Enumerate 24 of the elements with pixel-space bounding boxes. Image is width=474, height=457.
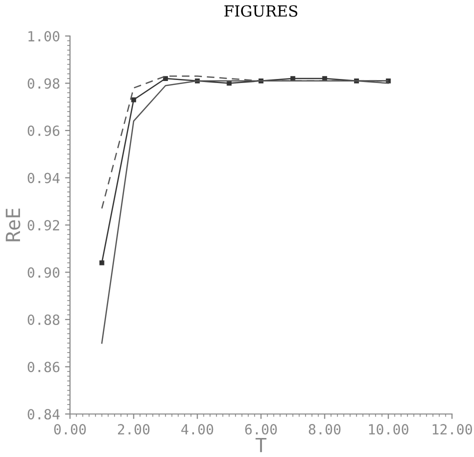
y-tick-label: 0.92 (28, 220, 60, 231)
y-tick-label: 0.96 (28, 126, 60, 136)
y-tick-label: 0.98 (28, 78, 60, 89)
chart-title: FIGURES (224, 5, 298, 17)
x-tick-label: 0.00 (54, 424, 86, 435)
x-tick-label: 4.00 (181, 424, 214, 435)
point (99, 260, 104, 266)
x-tick-label: 2.00 (118, 424, 150, 435)
x-tick-label: 8.00 (308, 424, 340, 435)
point (290, 76, 296, 81)
point (163, 76, 168, 81)
y-tick-label: 0.90 (28, 267, 60, 278)
point (322, 76, 328, 81)
x-tick-label: 12.00 (432, 424, 472, 435)
y-tick-label: 0.84 (28, 409, 60, 420)
x-tick-label: 10.00 (369, 424, 408, 435)
point (131, 97, 136, 102)
y-tick-label: 0.86 (28, 362, 60, 372)
y-tick-label: 1.00 (28, 31, 60, 42)
y-tick-label: 0.88 (28, 314, 60, 326)
x-tick-label: 6.00 (245, 424, 277, 435)
y-axis-title: ReE (6, 208, 20, 242)
y-tick-label: 0.94 (28, 172, 60, 184)
x-axis-title: T (256, 438, 266, 452)
